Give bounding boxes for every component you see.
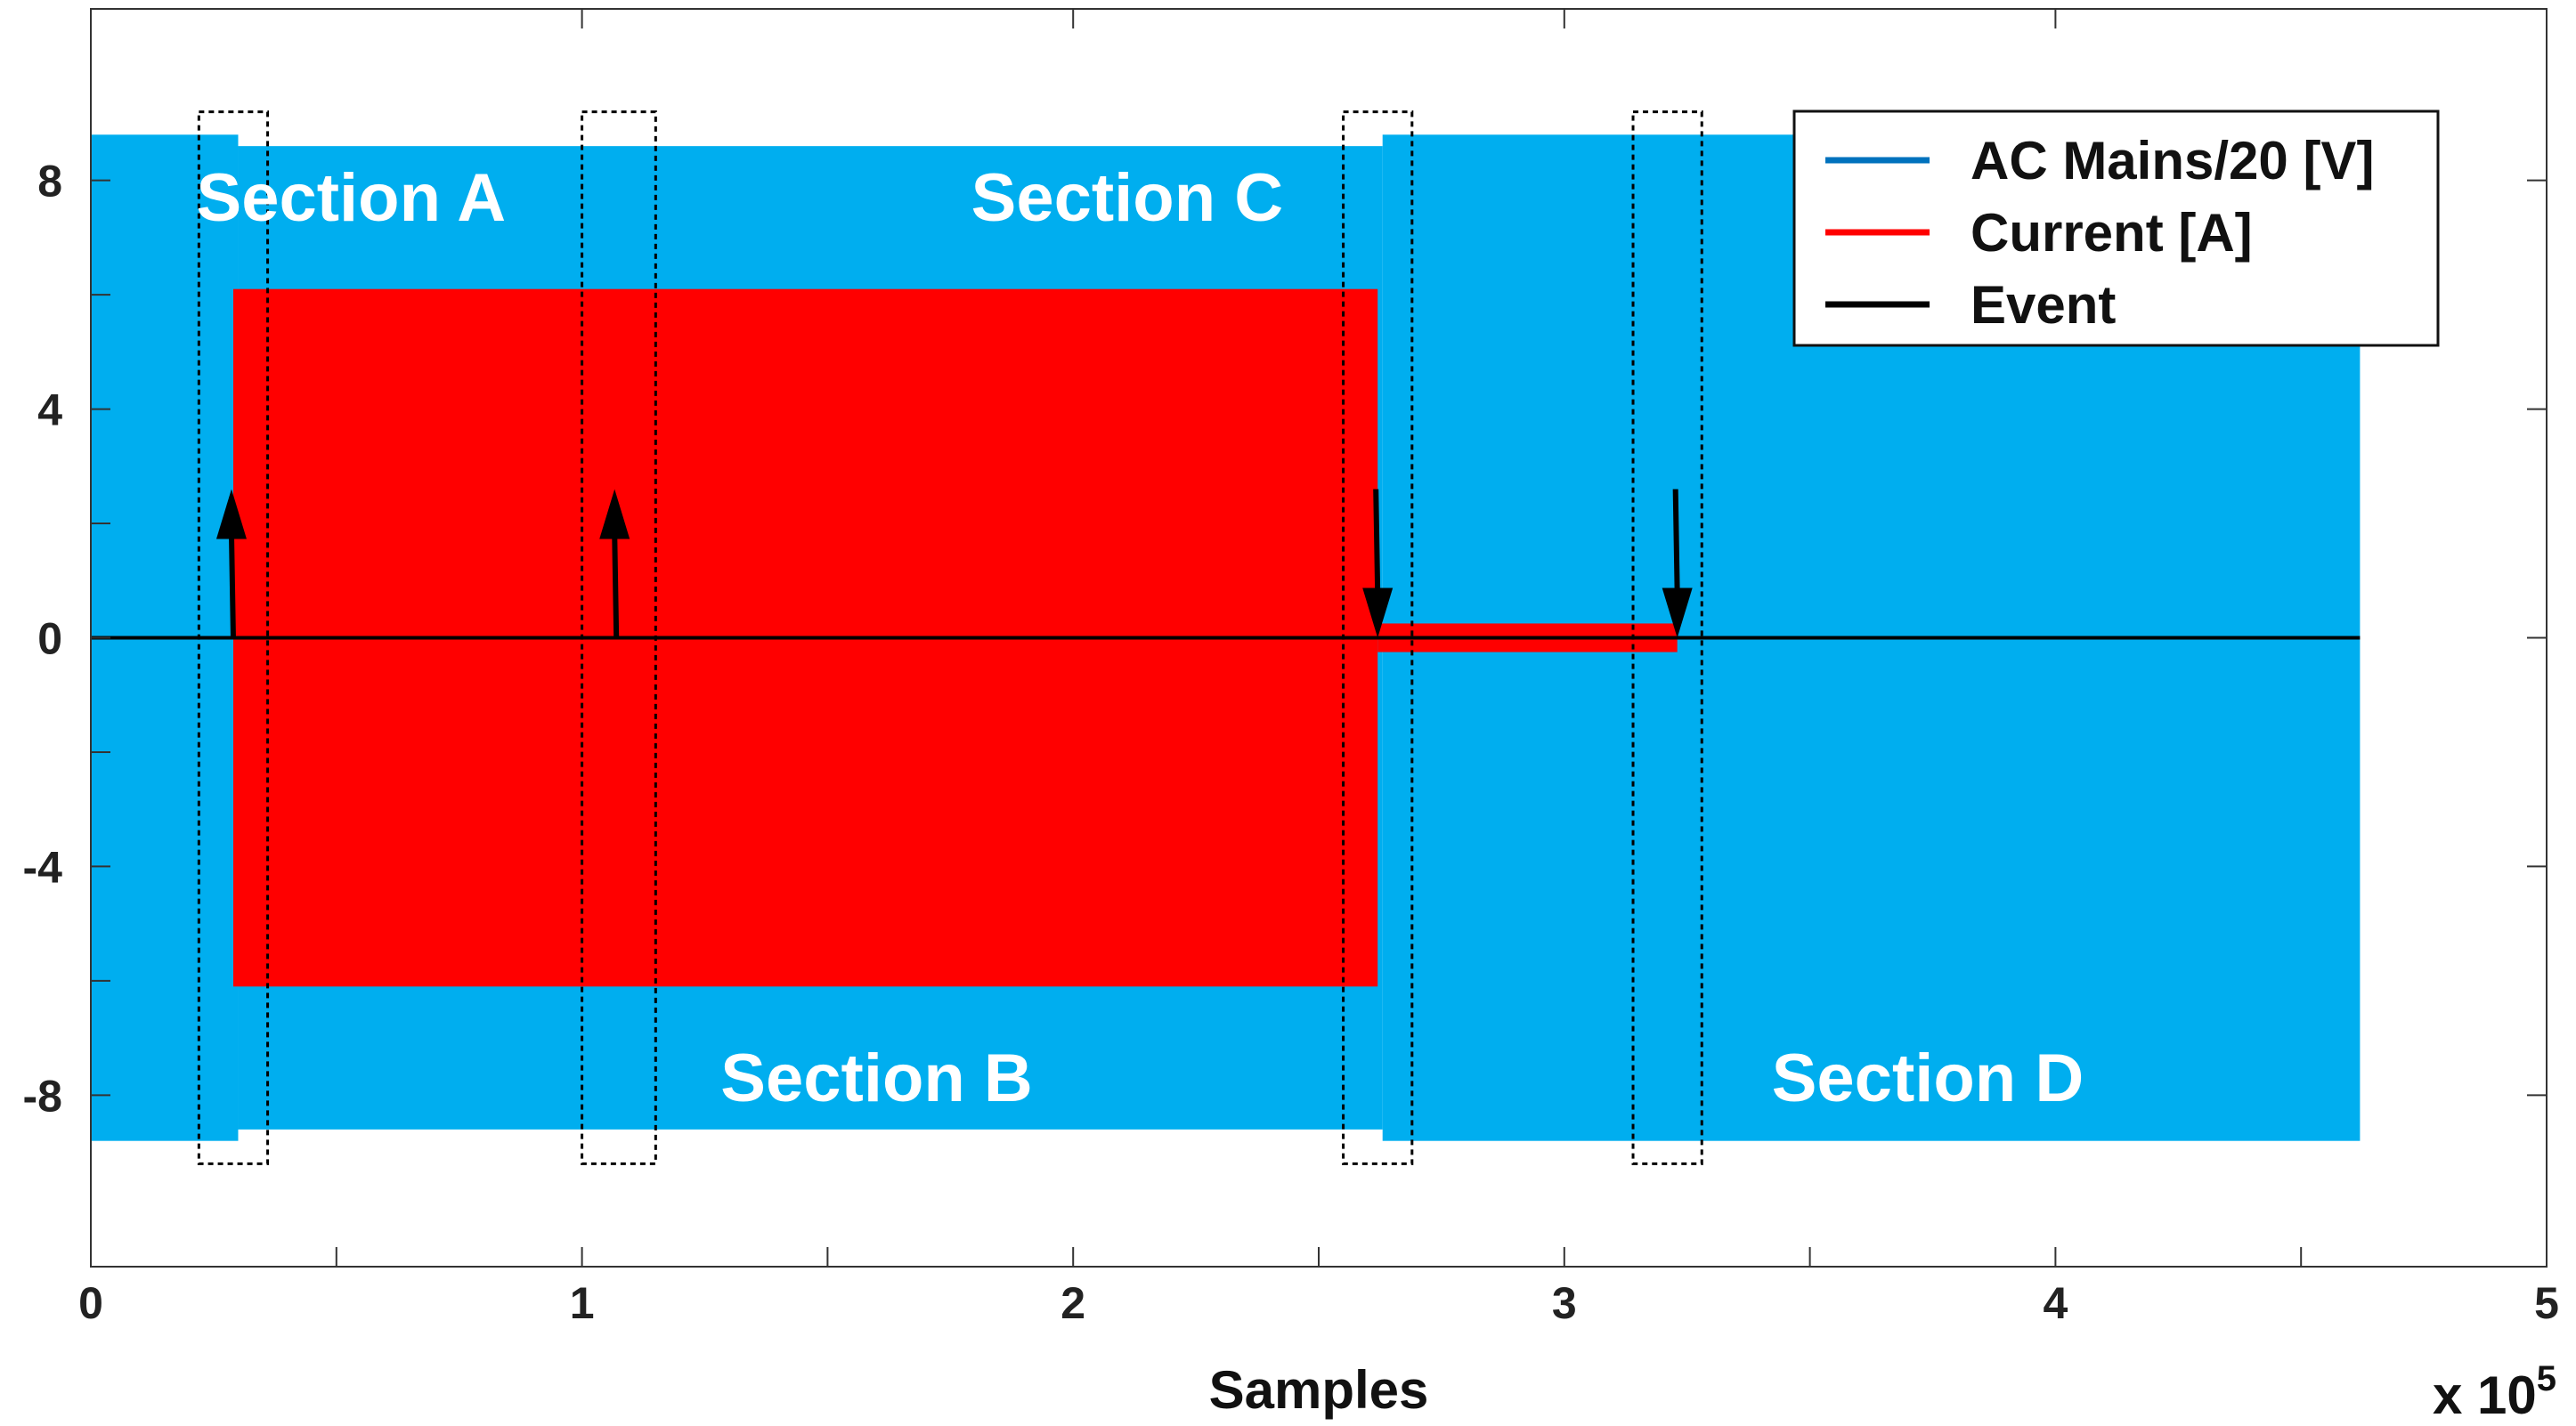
legend-label-ac-mains: AC Mains/20 [V] — [1971, 131, 2374, 190]
x-tick-label: 5 — [2534, 1278, 2559, 1328]
legend-label-current: Current [A] — [1971, 203, 2253, 263]
event-arrow-head — [599, 489, 630, 539]
event-arrow-shaft — [612, 533, 620, 638]
series-event — [91, 489, 2361, 640]
section-label-d: Section D — [1772, 1041, 2084, 1116]
section-label-b: Section B — [720, 1041, 1033, 1116]
event-arrow-1 — [599, 489, 630, 638]
x-axis-multiplier-exponent: 5 — [2537, 1359, 2556, 1398]
highlight-box-1 — [581, 110, 657, 1165]
section-label-c: Section C — [971, 160, 1284, 236]
event-arrow-0 — [215, 489, 247, 638]
x-tick-label: 2 — [1060, 1278, 1085, 1328]
highlight-box-0 — [197, 110, 270, 1165]
section-annotations: Section A Section C Section B Section D — [197, 160, 2084, 1116]
highlight-boxes — [197, 110, 1703, 1165]
x-tick-label: 0 — [78, 1278, 103, 1328]
x-tick-label: 1 — [570, 1278, 595, 1328]
event-arrow-2 — [1362, 489, 1394, 638]
y-tick-label: 8 — [37, 157, 62, 207]
x-axis-title: Samples — [1209, 1360, 1429, 1420]
event-arrow-head — [1362, 587, 1394, 638]
x-tick-label: 4 — [2043, 1278, 2068, 1328]
y-tick-label: 4 — [37, 385, 62, 435]
highlight-box-3 — [1631, 110, 1703, 1165]
axis-ticks: 0 1 2 3 4 5 8 4 0 -4 -8 — [23, 9, 2559, 1328]
event-arrow-shaft — [1373, 489, 1381, 594]
event-arrow-shaft — [1672, 489, 1680, 594]
legend-label-event: Event — [1971, 275, 2116, 335]
x-axis-multiplier: x 105 — [2433, 1359, 2556, 1425]
event-arrow-3 — [1662, 489, 1693, 638]
y-tick-label: -8 — [23, 1071, 62, 1121]
section-label-a: Section A — [197, 160, 507, 236]
y-tick-label: 0 — [37, 614, 62, 664]
legend: AC Mains/20 [V] Current [A] Event — [1792, 109, 2440, 347]
event-arrow-head — [215, 489, 247, 539]
y-tick-label: -4 — [23, 842, 63, 892]
event-arrow-shaft — [228, 533, 236, 638]
highlight-box-2 — [1342, 110, 1414, 1165]
x-tick-label: 3 — [1552, 1278, 1577, 1328]
event-arrow-head — [1662, 587, 1693, 638]
x-axis-multiplier-base: x 10 — [2433, 1365, 2537, 1425]
